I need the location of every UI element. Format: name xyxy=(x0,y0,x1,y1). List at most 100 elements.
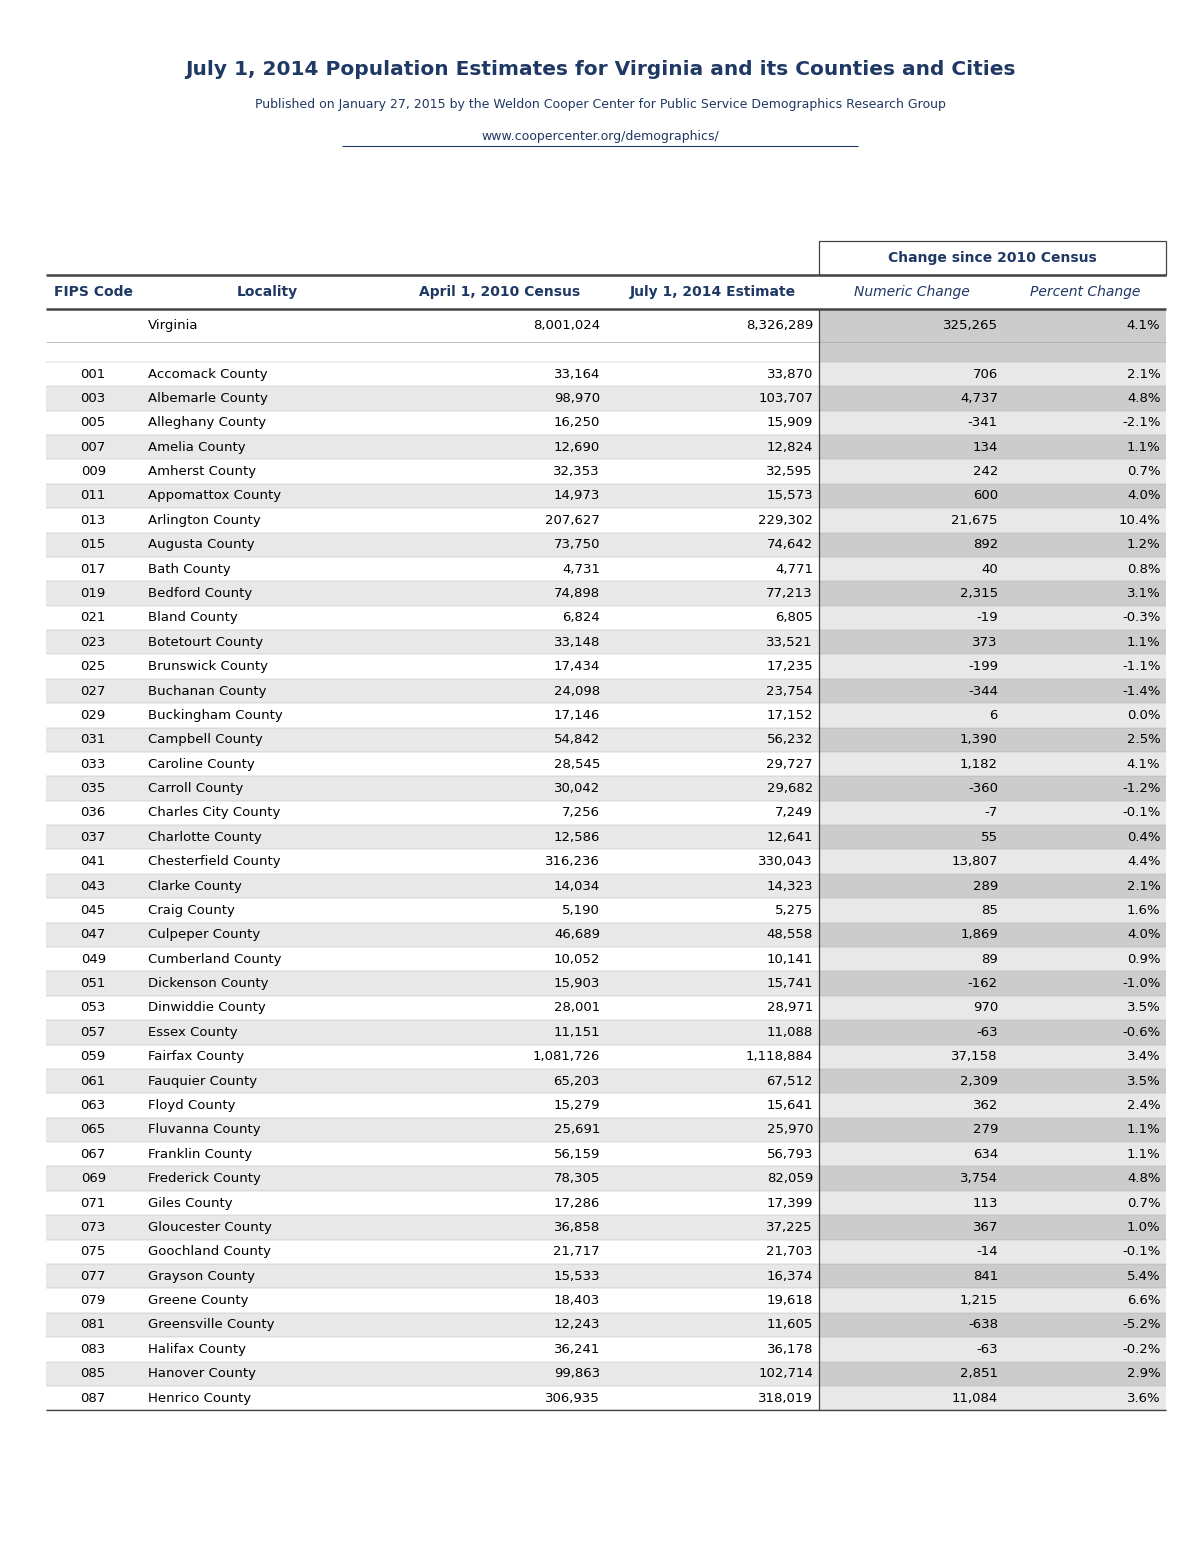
Text: 051: 051 xyxy=(80,977,106,991)
Bar xyxy=(818,1068,1166,1093)
Bar xyxy=(818,435,1166,460)
Text: April 1, 2010 Census: April 1, 2010 Census xyxy=(419,284,580,300)
Text: 841: 841 xyxy=(973,1270,998,1283)
Bar xyxy=(46,1239,1166,1264)
Text: 33,521: 33,521 xyxy=(767,635,812,649)
Bar xyxy=(818,1166,1166,1191)
Text: Change since 2010 Census: Change since 2010 Census xyxy=(888,250,1097,266)
Text: 55: 55 xyxy=(980,831,998,843)
Text: 049: 049 xyxy=(80,952,106,966)
Text: 362: 362 xyxy=(972,1100,998,1112)
Text: 067: 067 xyxy=(80,1148,106,1160)
Text: Chesterfield County: Chesterfield County xyxy=(148,856,281,868)
Text: 4.0%: 4.0% xyxy=(1127,489,1160,503)
Bar xyxy=(818,1093,1166,1118)
Text: 970: 970 xyxy=(973,1002,998,1014)
Text: 021: 021 xyxy=(80,612,106,624)
Text: Alleghany County: Alleghany County xyxy=(148,416,266,429)
Text: Fluvanna County: Fluvanna County xyxy=(148,1123,260,1137)
Text: 087: 087 xyxy=(80,1391,106,1404)
Text: 073: 073 xyxy=(80,1221,106,1235)
Bar xyxy=(818,1385,1166,1410)
Text: Charlotte County: Charlotte County xyxy=(148,831,262,843)
Bar xyxy=(818,922,1166,947)
Text: 74,898: 74,898 xyxy=(554,587,600,599)
Bar xyxy=(818,1239,1166,1264)
Text: 047: 047 xyxy=(80,929,106,941)
Text: Essex County: Essex County xyxy=(148,1027,238,1039)
Text: 1,118,884: 1,118,884 xyxy=(745,1050,812,1064)
Text: 069: 069 xyxy=(80,1173,106,1185)
Text: 4.4%: 4.4% xyxy=(1127,856,1160,868)
Text: 027: 027 xyxy=(80,685,106,697)
Text: 16,374: 16,374 xyxy=(767,1270,812,1283)
Text: 1,081,726: 1,081,726 xyxy=(533,1050,600,1064)
Text: 78,305: 78,305 xyxy=(553,1173,600,1185)
Text: 330,043: 330,043 xyxy=(758,856,812,868)
Text: 74,642: 74,642 xyxy=(767,539,812,551)
Text: 033: 033 xyxy=(80,758,106,770)
Text: 316,236: 316,236 xyxy=(545,856,600,868)
Text: 28,971: 28,971 xyxy=(767,1002,812,1014)
Text: 85: 85 xyxy=(982,904,998,916)
Bar xyxy=(46,387,1166,410)
Text: Published on January 27, 2015 by the Weldon Cooper Center for Public Service Dem: Published on January 27, 2015 by the Wel… xyxy=(254,98,946,110)
Text: Dickenson County: Dickenson County xyxy=(148,977,269,991)
Text: 207,627: 207,627 xyxy=(545,514,600,526)
Text: 25,691: 25,691 xyxy=(553,1123,600,1137)
Text: -14: -14 xyxy=(977,1246,998,1258)
Bar xyxy=(46,485,1166,508)
Bar xyxy=(818,825,1166,849)
Bar xyxy=(818,606,1166,631)
Bar xyxy=(46,898,1166,922)
Bar xyxy=(818,342,1166,362)
Text: 21,703: 21,703 xyxy=(767,1246,812,1258)
Bar xyxy=(818,849,1166,874)
Text: 4,771: 4,771 xyxy=(775,562,812,576)
Bar xyxy=(46,1312,1166,1337)
Bar xyxy=(46,460,1166,485)
Text: 1.1%: 1.1% xyxy=(1127,1148,1160,1160)
Bar xyxy=(46,1289,1166,1312)
Text: Carroll County: Carroll County xyxy=(148,783,244,795)
Bar xyxy=(818,241,1166,275)
Text: 19,618: 19,618 xyxy=(767,1294,812,1308)
Text: 29,727: 29,727 xyxy=(767,758,812,770)
Text: 3.1%: 3.1% xyxy=(1127,587,1160,599)
Text: Greensville County: Greensville County xyxy=(148,1318,275,1331)
Text: -341: -341 xyxy=(967,416,998,429)
Text: 89: 89 xyxy=(982,952,998,966)
Text: 373: 373 xyxy=(972,635,998,649)
Text: 103,707: 103,707 xyxy=(758,391,812,405)
Text: 14,034: 14,034 xyxy=(553,879,600,893)
Bar xyxy=(818,679,1166,704)
Text: 081: 081 xyxy=(80,1318,106,1331)
Bar xyxy=(46,1118,1166,1141)
Text: 15,573: 15,573 xyxy=(767,489,812,503)
Text: 67,512: 67,512 xyxy=(767,1075,812,1087)
Bar xyxy=(46,995,1166,1020)
Text: 7,256: 7,256 xyxy=(562,806,600,820)
Text: Bath County: Bath County xyxy=(148,562,230,576)
Text: 54,842: 54,842 xyxy=(553,733,600,747)
Text: -638: -638 xyxy=(968,1318,998,1331)
Text: 11,605: 11,605 xyxy=(767,1318,812,1331)
Bar xyxy=(46,362,1166,387)
Text: 4,737: 4,737 xyxy=(960,391,998,405)
Text: Amelia County: Amelia County xyxy=(148,441,246,453)
Text: 7,249: 7,249 xyxy=(775,806,812,820)
Bar xyxy=(818,387,1166,410)
Bar xyxy=(46,1045,1166,1068)
Text: 12,243: 12,243 xyxy=(553,1318,600,1331)
Text: 045: 045 xyxy=(80,904,106,916)
Bar xyxy=(46,679,1166,704)
Bar xyxy=(46,776,1166,801)
Text: 25,970: 25,970 xyxy=(767,1123,812,1137)
Text: 15,741: 15,741 xyxy=(767,977,812,991)
Text: 15,903: 15,903 xyxy=(553,977,600,991)
Text: 102,714: 102,714 xyxy=(758,1367,812,1381)
Text: 1,390: 1,390 xyxy=(960,733,998,747)
Text: Dinwiddie County: Dinwiddie County xyxy=(148,1002,266,1014)
Text: 017: 017 xyxy=(80,562,106,576)
Text: 14,973: 14,973 xyxy=(553,489,600,503)
